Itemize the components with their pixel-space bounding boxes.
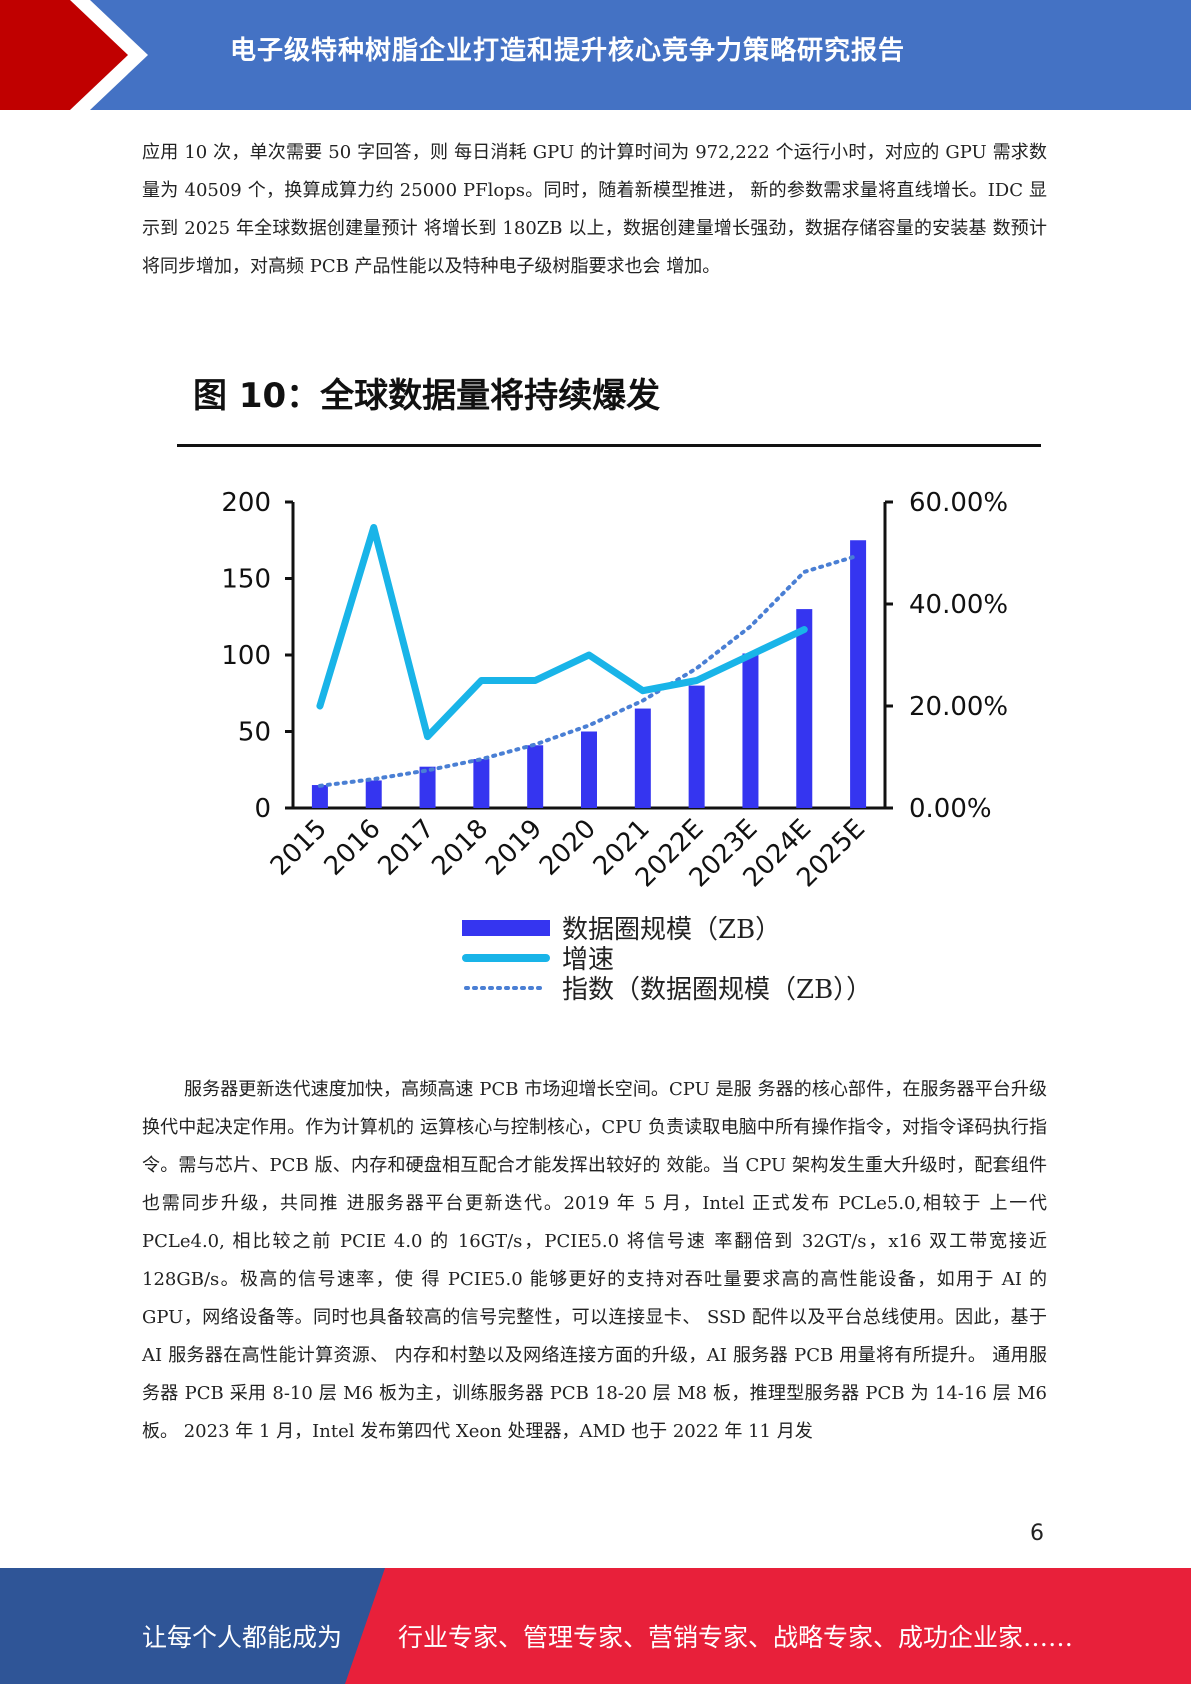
bar-2017 (419, 766, 436, 808)
right-tick-label: 0.00% (909, 794, 992, 824)
footer-slogan-right: 行业专家、管理专家、营销专家、战略专家、成功企业家…… (398, 1623, 1074, 1652)
left-tick-label: 0 (254, 794, 271, 824)
left-tick-label: 100 (221, 641, 271, 671)
x-tick-label: 2016 (319, 814, 387, 882)
bar-2019 (527, 745, 544, 808)
legend-label-bar: 数据圈规模（ZB） (562, 915, 781, 945)
bar-2020 (581, 731, 597, 808)
growth-rate-series (316, 524, 808, 741)
left-tick-label: 150 (221, 565, 271, 595)
trendline-series (317, 553, 861, 788)
right-tick-label: 40.00% (909, 590, 1008, 620)
x-tick-label: 2018 (426, 814, 494, 882)
footer-bar: 让每个人都能成为 行业专家、管理专家、营销专家、战略专家、成功企业家…… (0, 1568, 1191, 1684)
footer-background (0, 1568, 1191, 1684)
figure-title: 图 10：全球数据量将持续爆发 (193, 376, 661, 416)
data-volume-chart: 0501001502000.00%20.00%40.00%60.00%20152… (221, 488, 1008, 1005)
body-paragraph: 服务器更新迭代速度加快，高频高速 PCB 市场迎增长空间。CPU 是服 务器的核… (142, 1079, 1047, 1442)
x-tick-label: 2020 (534, 814, 602, 882)
x-tick-label: 2019 (480, 814, 548, 882)
right-tick-label: 20.00% (909, 692, 1008, 722)
footer-slogan-left: 让每个人都能成为 (142, 1623, 343, 1652)
header-bar: 电子级特种树脂企业打造和提升核心竞争力策略研究报告 (0, 0, 1191, 110)
page-number: 6 (1030, 1521, 1044, 1546)
intro-paragraph: 应用 10 次，单次需要 50 字回答，则 每日消耗 GPU 的计算时间为 97… (142, 142, 1047, 277)
bar-2025E (850, 540, 867, 808)
bar-2015 (311, 785, 328, 808)
legend-swatch-bar (462, 920, 550, 936)
report-title: 电子级特种树脂企业打造和提升核心竞争力策略研究报告 (230, 36, 906, 66)
header-chevron-decoration (0, 0, 148, 110)
x-tick-label: 2017 (372, 814, 440, 882)
legend-label-trendline: 指数（数据圈规模（ZB）） (562, 975, 872, 1005)
bar-2024E (796, 609, 813, 808)
bar-2018 (473, 759, 490, 808)
x-tick-label: 2015 (265, 814, 333, 882)
left-tick-label: 50 (238, 718, 271, 748)
bar-2023E (742, 653, 759, 808)
legend-label-line: 增速 (562, 945, 614, 975)
bar-2016 (365, 780, 382, 808)
right-tick-label: 60.00% (909, 488, 1008, 518)
bar-2022E (688, 685, 705, 808)
bar-2021 (634, 708, 651, 808)
figure-title-rule (177, 444, 1041, 447)
left-tick-label: 200 (221, 488, 271, 518)
